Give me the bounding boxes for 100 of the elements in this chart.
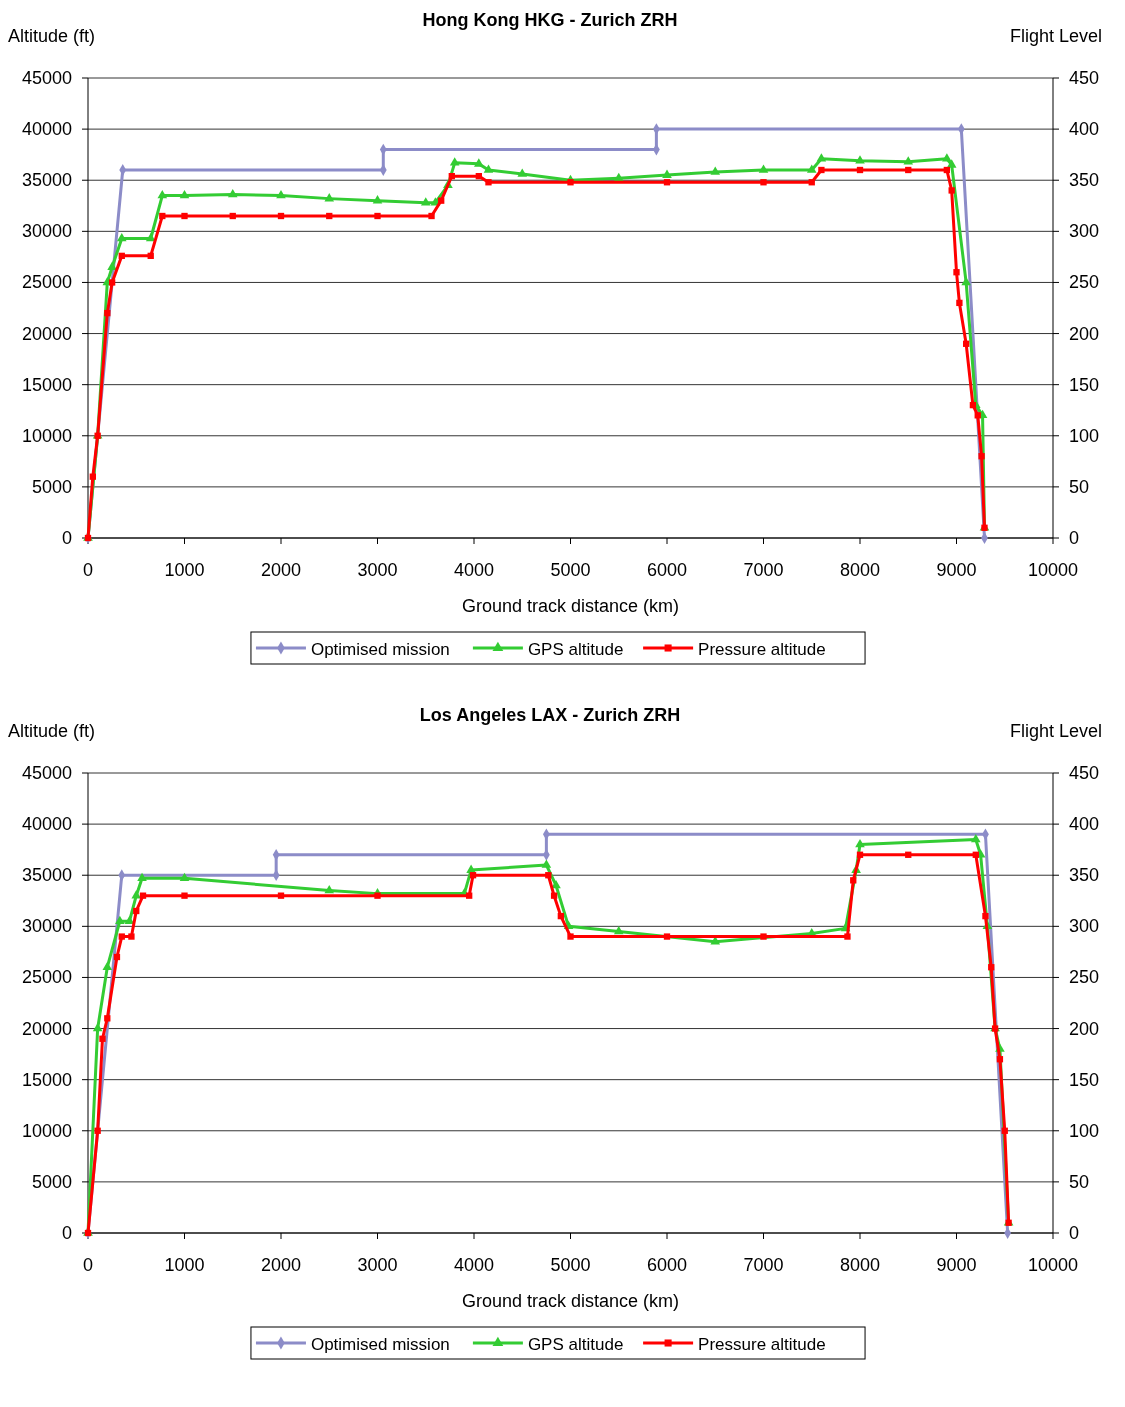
x-tick-label: 6000: [646, 560, 688, 580]
y2-tick-label: 250: [1069, 272, 1100, 293]
y-tick-label: 45000: [21, 763, 72, 783]
y-axis-title: Altitude (ft): [8, 26, 96, 46]
y2-tick-label: 100: [1069, 425, 1100, 446]
point: [107, 261, 117, 270]
point: [99, 1035, 106, 1042]
y2-tick-label: 300: [1069, 916, 1100, 937]
y2-tick-label: 450: [1069, 763, 1100, 783]
y-tick-label: 25000: [21, 272, 72, 293]
y2-tick-label: 400: [1069, 814, 1100, 835]
point: [946, 159, 957, 168]
y2-tick-label: 350: [1069, 865, 1100, 886]
point: [116, 232, 127, 242]
y2-tick-label: 250: [1069, 967, 1100, 988]
point: [850, 877, 857, 884]
x-tick-label: 3000: [357, 1255, 398, 1275]
y-axis-title: Altitude (ft): [8, 721, 96, 741]
point: [953, 269, 960, 276]
point: [466, 892, 473, 899]
y-tick-label: 20000: [21, 1018, 72, 1039]
x-tick-label: 6000: [646, 1255, 688, 1275]
point: [760, 179, 767, 186]
point: [613, 925, 624, 935]
y-tick-label: 5000: [31, 1171, 72, 1192]
point: [89, 473, 96, 480]
x-tick-label: 9000: [936, 560, 977, 580]
x-tick-label: 9000: [936, 1255, 977, 1275]
point: [474, 158, 484, 167]
point: [159, 212, 166, 220]
point: [94, 1127, 101, 1134]
legend-label: GPS altitude: [527, 640, 624, 659]
point: [550, 892, 558, 899]
point: [372, 195, 383, 204]
point: [710, 166, 721, 175]
point: [818, 166, 825, 174]
y2-tick-label: 50: [1069, 476, 1090, 497]
point: [475, 172, 482, 180]
point: [374, 212, 381, 220]
point: [808, 179, 815, 186]
point: [449, 157, 460, 166]
y-tick-label: 15000: [21, 374, 72, 395]
y2-tick-label: 400: [1069, 119, 1100, 140]
y2-tick-label: 200: [1069, 323, 1100, 344]
x-tick-label: 5000: [550, 560, 591, 580]
chart-title: Hong Kong HKG - Zurich ZRH: [422, 10, 678, 30]
x-tick-label: 1000: [164, 1255, 205, 1275]
point: [469, 872, 477, 879]
x-tick-label: 2000: [260, 1255, 302, 1275]
point: [942, 153, 952, 162]
y-tick-label: 40000: [21, 814, 72, 835]
point: [662, 169, 672, 178]
point: [996, 1056, 1004, 1063]
point: [115, 915, 125, 924]
point: [227, 188, 238, 198]
point: [972, 851, 979, 858]
point: [133, 907, 140, 915]
y-tick-label: 30000: [21, 221, 72, 242]
x-tick-label: 3000: [357, 560, 398, 580]
y2-axis-title: Flight Level: [1009, 721, 1102, 741]
point: [104, 1015, 111, 1022]
point: [438, 197, 445, 204]
point: [326, 212, 333, 220]
point: [118, 252, 125, 260]
point: [943, 166, 951, 174]
point: [277, 892, 285, 899]
point: [483, 164, 494, 173]
point: [181, 892, 188, 899]
point: [517, 168, 528, 177]
x-axis-title: Ground track distance (km): [461, 596, 680, 616]
point: [128, 933, 135, 940]
x-tick-label: 7000: [743, 1255, 784, 1275]
x-tick-label: 10000: [1027, 1255, 1079, 1275]
point: [948, 187, 955, 194]
y2-tick-label: 0: [1069, 528, 1080, 548]
legend-label: GPS altitude: [527, 1335, 624, 1354]
x-tick-label: 4000: [453, 560, 495, 580]
x-tick-label: 0: [82, 560, 94, 580]
point: [139, 892, 147, 899]
y-tick-label: 5000: [31, 476, 72, 497]
x-tick-label: 5000: [550, 1255, 591, 1275]
point: [92, 1023, 103, 1032]
y2-tick-label: 200: [1069, 1018, 1100, 1039]
y2-tick-label: 450: [1069, 68, 1100, 88]
point: [903, 156, 914, 165]
point: [806, 164, 817, 173]
point: [147, 252, 154, 260]
point: [108, 279, 116, 286]
point: [567, 179, 574, 186]
legend-label: Pressure altitude: [698, 1335, 826, 1354]
y-tick-label: 35000: [21, 865, 72, 886]
y2-tick-label: 100: [1069, 1120, 1100, 1141]
point: [324, 885, 335, 894]
point: [1001, 1127, 1008, 1134]
point: [104, 309, 111, 317]
legend-label: Pressure altitude: [698, 640, 826, 659]
point: [970, 833, 981, 843]
point: [856, 851, 864, 858]
y-tick-label: 30000: [21, 916, 72, 937]
point: [758, 164, 769, 173]
